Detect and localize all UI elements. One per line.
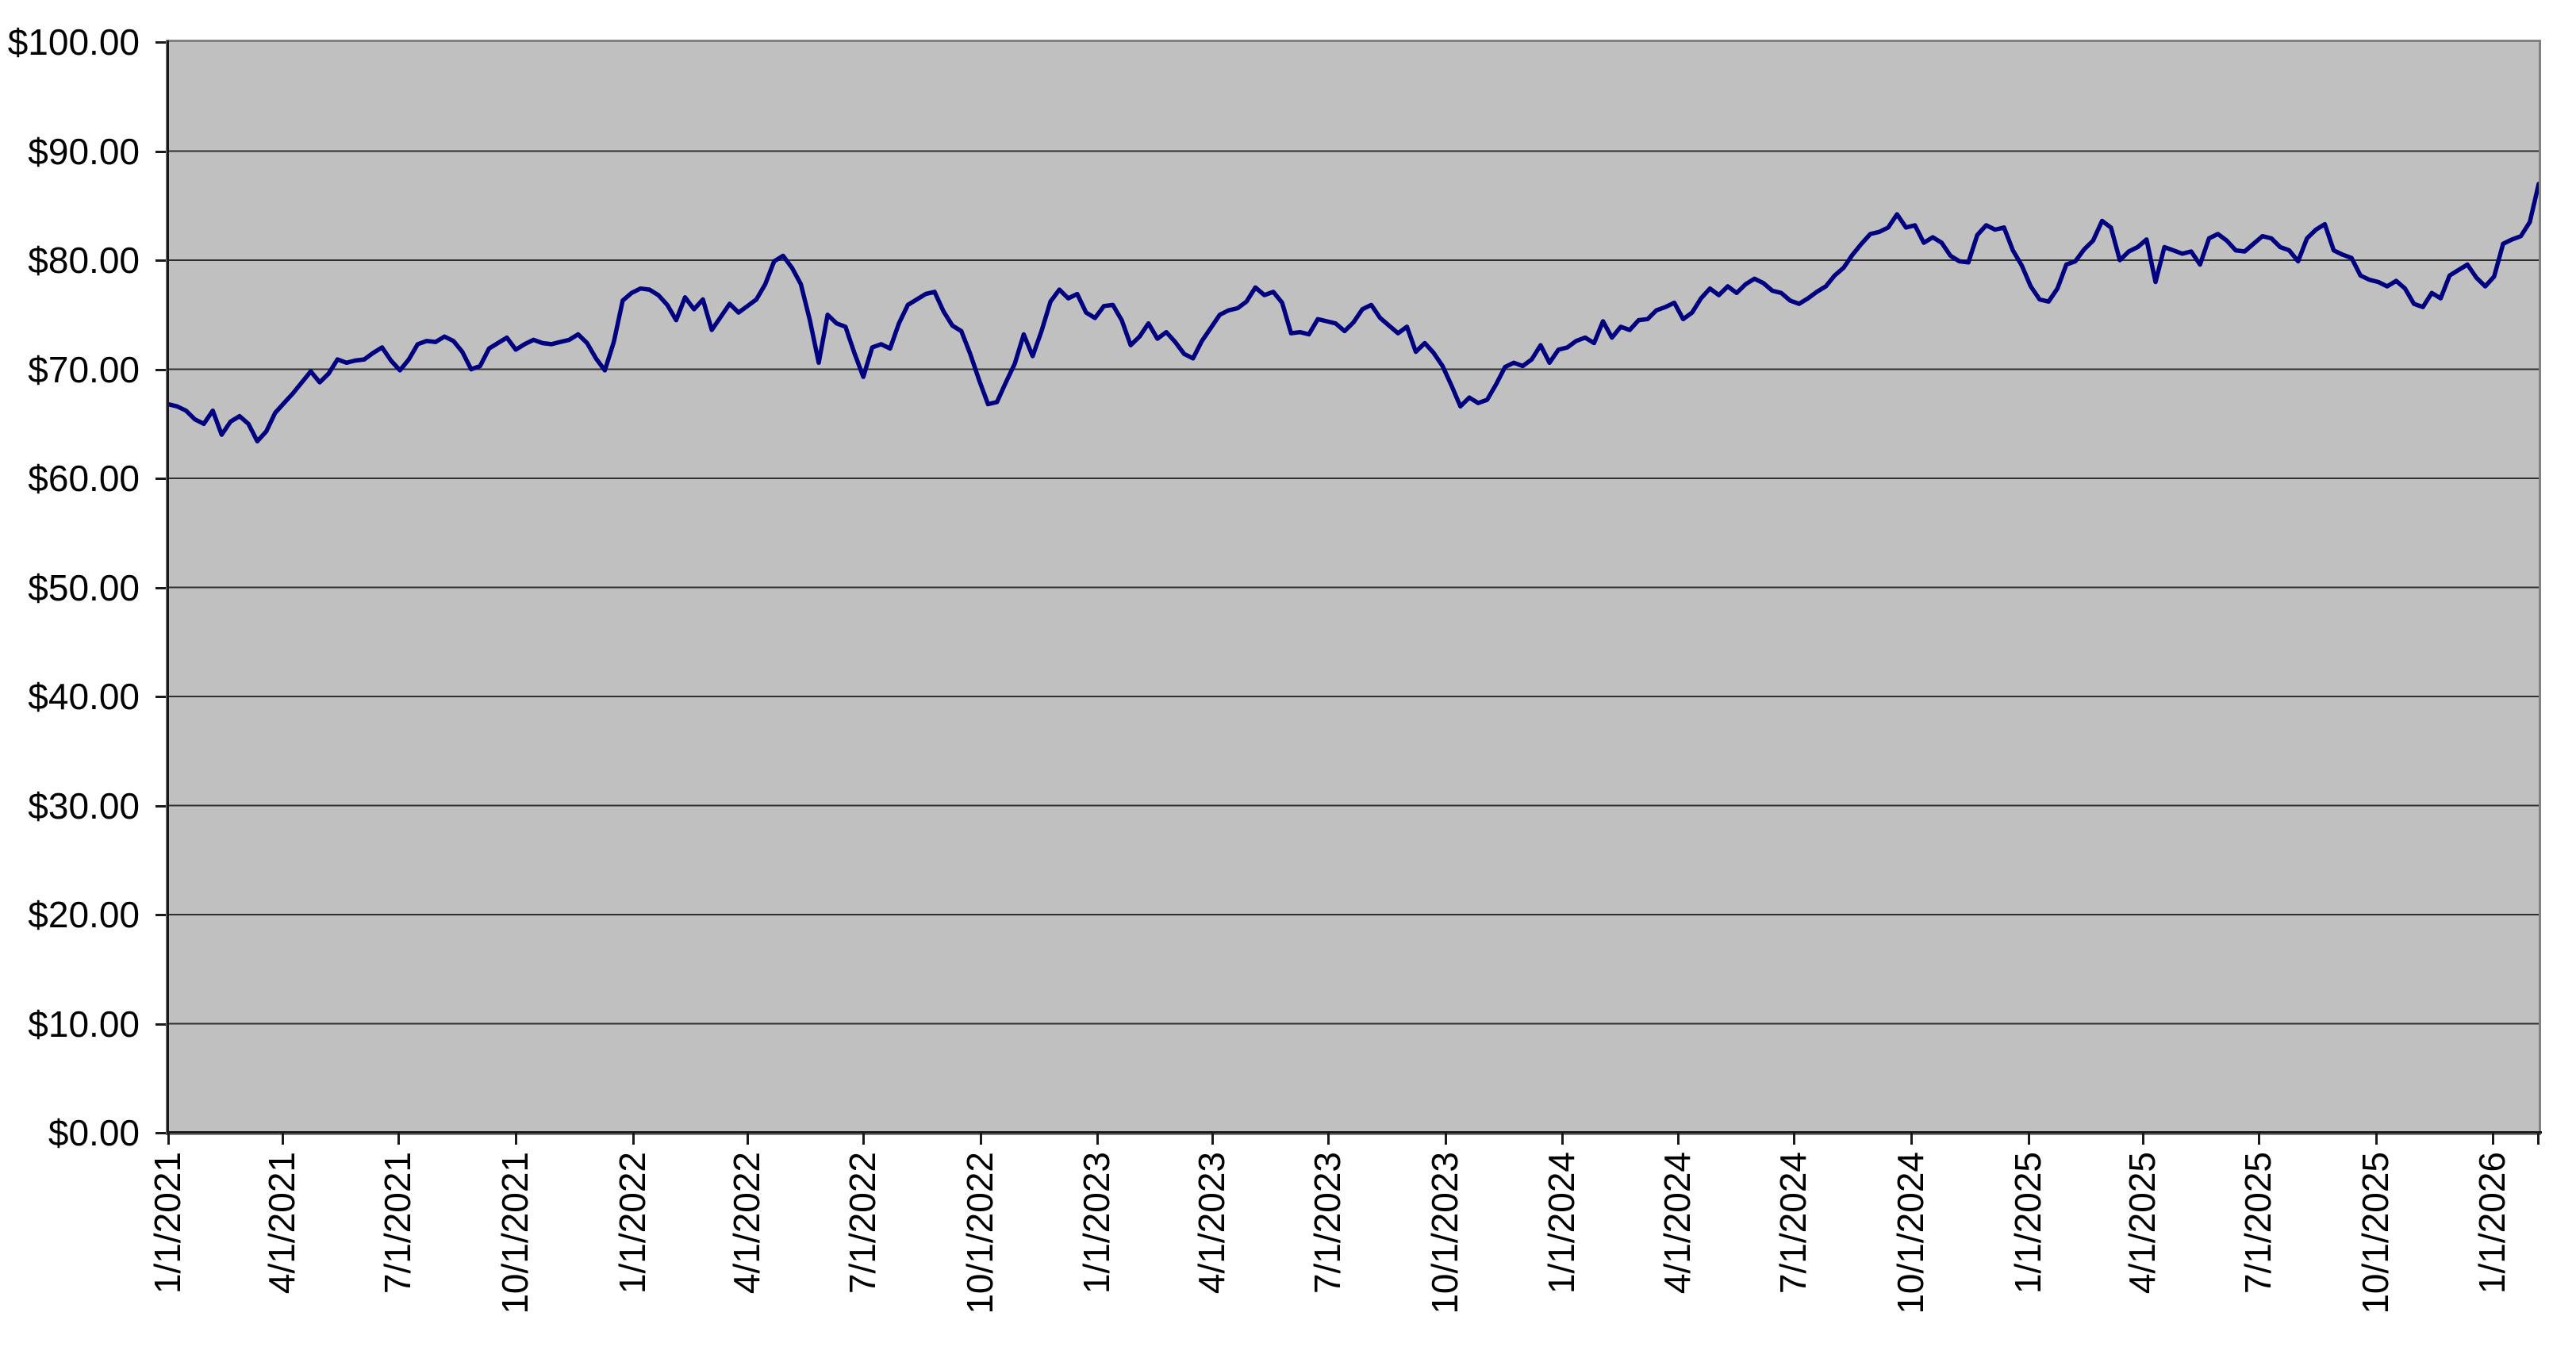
x-axis-label: 1/1/2026 [2471,1152,2513,1295]
x-axis-label: 4/1/2021 [261,1152,303,1295]
price-line-plot [168,150,2539,1025]
x-axis-label: 7/1/2022 [842,1152,884,1295]
y-axis-label: $10.00 [28,1003,140,1045]
x-axis-label: 1/1/2021 [147,1152,188,1295]
x-axis-tick [167,1134,170,1145]
y-axis-tick [155,1022,168,1026]
x-axis-label: 4/1/2025 [2121,1152,2163,1295]
y-axis-tick [155,368,168,371]
y-axis-label: $20.00 [28,894,140,935]
x-axis-tick [1211,1134,1214,1145]
y-axis-label: $30.00 [28,785,140,827]
x-axis-tick [515,1134,518,1145]
x-axis-label: 7/1/2023 [1306,1152,1348,1295]
x-axis-label: 7/1/2024 [1772,1152,1814,1295]
y-axis-tick [155,150,168,153]
x-axis-label: 7/1/2025 [2236,1152,2278,1295]
x-axis-label: 1/1/2023 [1076,1152,1118,1295]
y-axis-label: $40.00 [28,676,140,717]
y-axis-line [167,40,169,1134]
x-axis-tick [2027,1134,2030,1145]
y-axis-label: $0.00 [48,1112,140,1153]
y-axis-label: $80.00 [28,240,140,281]
plot-area [166,40,2541,1135]
x-axis-line [167,1131,2542,1134]
y-axis-tick [155,1132,168,1134]
x-axis-tick-edge [2537,1134,2540,1145]
x-axis-tick [397,1134,401,1145]
x-axis-tick [747,1134,750,1145]
x-axis-label: 1/1/2025 [2006,1152,2048,1295]
x-axis-label: 4/1/2024 [1657,1152,1699,1295]
y-axis-tick [155,586,168,589]
x-axis-tick [282,1134,285,1145]
y-axis-label: $100.00 [7,21,140,63]
x-axis-label: 4/1/2022 [726,1152,768,1295]
price-line-price [168,182,2539,444]
x-axis-label: 7/1/2021 [377,1152,419,1295]
x-axis-label: 10/1/2025 [2354,1152,2396,1314]
y-axis-tick [155,478,168,480]
y-axis-label: $90.00 [28,130,140,172]
y-axis-label: $60.00 [28,458,140,499]
x-axis-tick [1096,1134,1100,1145]
x-axis-label: 10/1/2021 [494,1152,536,1314]
y-axis-label: $50.00 [28,566,140,608]
x-axis-tick [1326,1134,1330,1145]
x-axis-tick [2374,1134,2378,1145]
x-axis-tick [1793,1134,1796,1145]
x-axis-tick [632,1134,635,1145]
x-axis-label: 1/1/2022 [611,1152,653,1295]
x-axis-label: 10/1/2024 [1889,1152,1931,1314]
x-axis-tick [862,1134,866,1145]
x-axis-tick [1677,1134,1680,1145]
y-axis-tick [155,804,168,808]
x-axis-tick [1910,1134,1913,1145]
y-axis-tick [155,696,168,698]
x-axis-label: 10/1/2023 [1423,1152,1465,1314]
x-axis-tick [2257,1134,2260,1145]
x-axis-tick [2492,1134,2495,1145]
x-axis-tick [2141,1134,2144,1145]
y-axis-label: $70.00 [28,348,140,390]
y-axis-tick [155,914,168,916]
x-axis-label: 10/1/2022 [958,1152,1000,1314]
x-axis-tick [1561,1134,1564,1145]
x-axis-tick [1444,1134,1447,1145]
x-axis-label: 4/1/2023 [1190,1152,1232,1295]
y-axis-tick [155,41,168,44]
y-axis-tick [155,259,168,262]
x-axis-label: 1/1/2024 [1541,1152,1583,1295]
x-axis-tick [979,1134,982,1145]
